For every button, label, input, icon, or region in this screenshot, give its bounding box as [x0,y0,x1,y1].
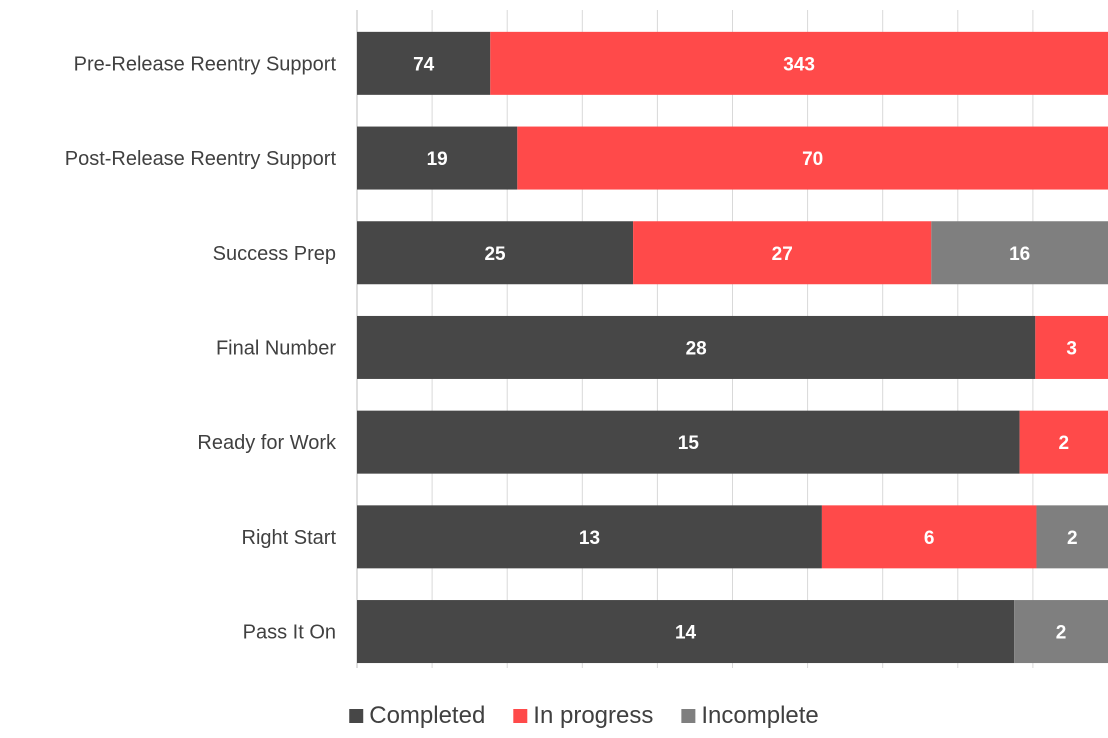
data-label: 343 [783,54,815,75]
bar-segment-completed [357,600,1015,664]
bar-segment-completed [357,410,1020,474]
bar-segment-in-progress [1019,410,1108,474]
bar-segment-in-progress [633,221,932,285]
legend-swatch [513,709,528,723]
bar-segment-incomplete [931,221,1108,285]
bar-segment-completed [357,505,822,569]
bar-segment-completed [357,31,491,95]
bar-segment-in-progress [517,126,1108,190]
category-labels: Pre-Release Reentry Support Post-Release … [65,53,337,643]
data-label: 16 [1009,244,1030,265]
bar-segment-completed [357,126,518,190]
bar-segment-in-progress [490,31,1108,95]
legend-label: Completed [369,702,485,729]
bar-segment-incomplete [1036,505,1108,569]
data-label: 2 [1056,623,1067,644]
legend-label: Incomplete [701,702,818,729]
data-label: 28 [686,338,707,359]
data-label: 27 [772,244,793,265]
category-label: Pass It On [243,622,336,644]
category-label: Success Prep [213,243,336,265]
data-label: 13 [579,528,600,549]
category-label: Pre-Release Reentry Support [74,53,337,75]
legend-label: In progress [533,702,653,729]
data-label: 70 [802,149,823,170]
category-label: Post-Release Reentry Support [65,148,337,170]
bars [357,31,1108,664]
bar-segment-in-progress [821,505,1037,569]
data-label: 3 [1066,338,1077,359]
legend-swatch [349,709,364,723]
category-label: Ready for Work [197,432,337,454]
data-label: 25 [484,244,506,265]
data-label: 2 [1067,528,1078,549]
bar-segment-completed [357,315,1036,379]
bar-segment-in-progress [1035,315,1108,379]
data-label: 15 [678,433,700,454]
data-label: 19 [427,149,448,170]
category-label: Right Start [242,527,337,549]
data-label: 14 [675,623,697,644]
data-label: 74 [413,54,435,75]
data-label: 2 [1059,433,1070,454]
bar-segment-incomplete [1014,600,1108,664]
data-label: 6 [924,528,935,549]
data-labels: 74 343 19 70 25 27 16 28 3 15 2 13 6 2 14 2 [413,54,1077,643]
legend: Completed In progress Incomplete [349,702,819,729]
bar-segment-completed [357,221,634,285]
category-label: Final Number [216,337,336,359]
legend-swatch [681,709,696,723]
